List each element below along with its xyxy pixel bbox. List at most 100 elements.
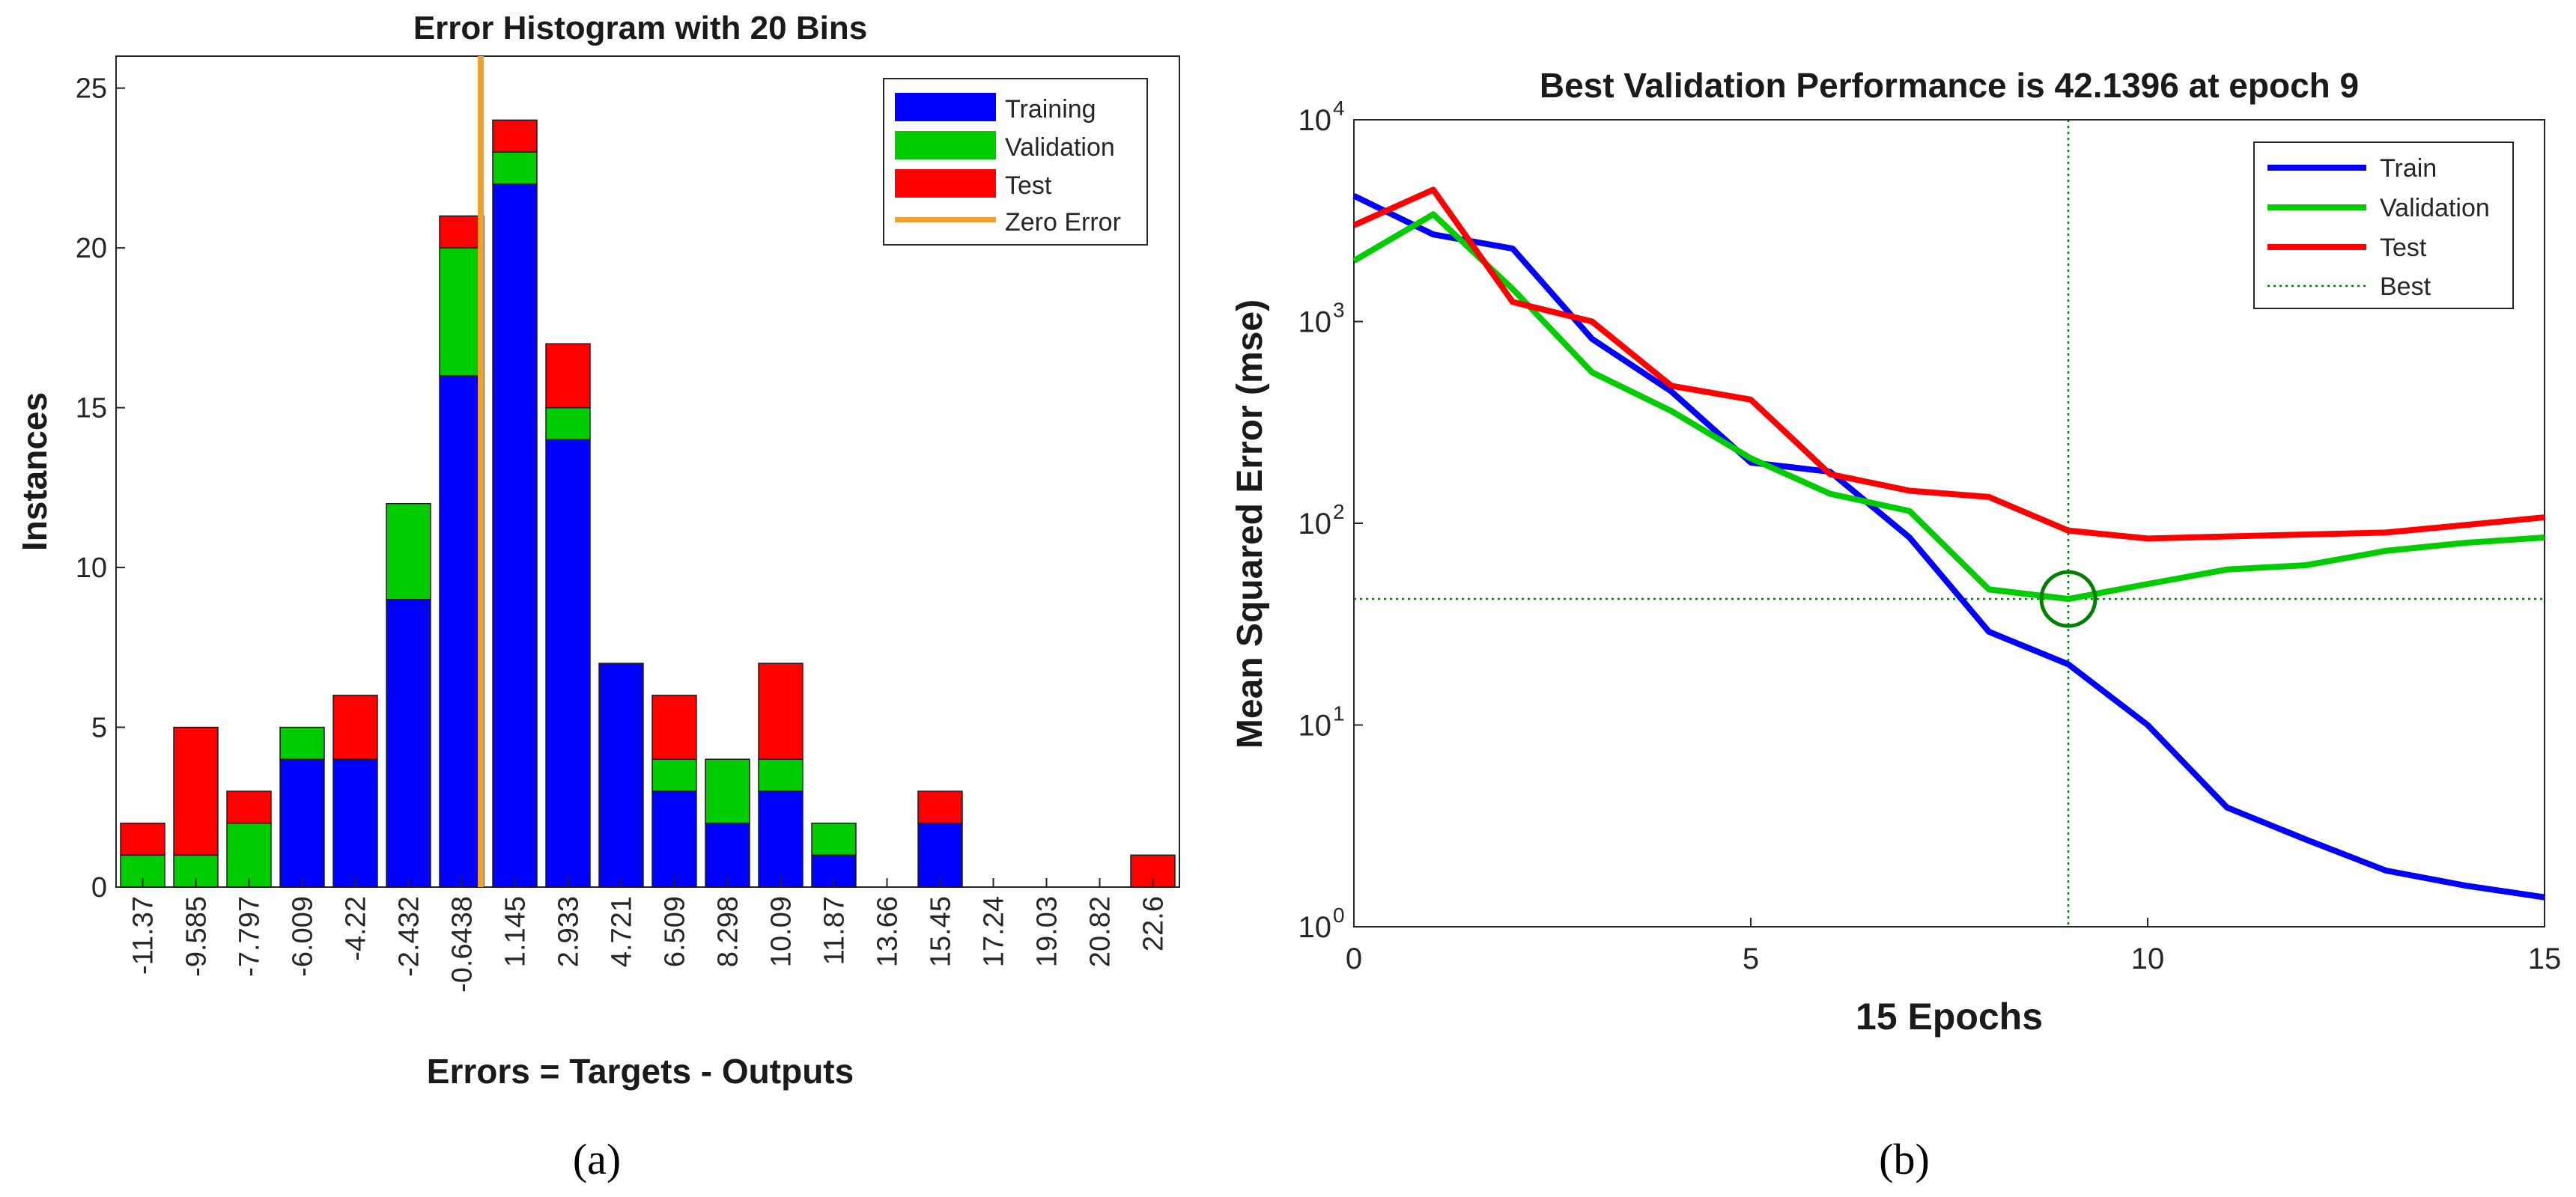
bar-validation xyxy=(651,758,697,792)
histogram-x-tick-label: 8.298 xyxy=(713,896,744,967)
legend-label-training: Training xyxy=(1005,95,1096,124)
bar-test xyxy=(439,215,484,249)
bar-test xyxy=(120,822,165,856)
bar-test xyxy=(545,343,591,409)
histogram-y-label: Instances xyxy=(15,392,54,551)
performance-x-tick-label: 0 xyxy=(1346,942,1362,975)
histogram-x-tick-label: -6.009 xyxy=(288,896,319,977)
zero-error-line xyxy=(478,56,484,887)
histogram-x-tick-label: -7.797 xyxy=(234,896,266,977)
legend-swatch-test xyxy=(895,169,996,198)
histogram-y-tick-label: 20 xyxy=(76,233,107,264)
bar-test xyxy=(651,695,697,760)
histogram-x-tick-label: 15.45 xyxy=(926,896,957,967)
line-train xyxy=(1352,192,2545,901)
histogram-x-tick-label: 10.09 xyxy=(766,896,798,967)
bar-training xyxy=(545,439,591,888)
bar-validation xyxy=(439,247,484,377)
performance-y-tick-exponent: 4 xyxy=(1333,97,1345,120)
caption-b: (b) xyxy=(1879,1135,1930,1184)
histogram-chart: 0 5 10 15 20 25 -11.37 -9.585 -7.797 -6.009 -4.22… xyxy=(15,10,1180,1184)
histogram-x-tick-label: 1.145 xyxy=(500,896,532,967)
bar-test xyxy=(173,726,219,856)
histogram-y-tick-label: 15 xyxy=(76,393,107,424)
histogram-y-tick-label: 25 xyxy=(76,73,107,105)
bar-validation xyxy=(705,758,750,824)
bar-training xyxy=(917,822,963,888)
performance-y-tick-label: 10 xyxy=(1298,104,1332,137)
histogram-x-tick-label: 17.24 xyxy=(979,896,1010,967)
histogram-x-tick-label: 19.03 xyxy=(1032,896,1063,967)
histogram-x-tick-label: -0.6438 xyxy=(447,896,479,993)
histogram-legend: Training Validation Test Zero Error xyxy=(883,78,1148,246)
bar-training xyxy=(598,663,644,888)
performance-x-tick-label: 5 xyxy=(1743,942,1759,975)
performance-x-ticks: 0 5 10 15 xyxy=(1346,918,2561,975)
histogram-y-tick-label: 0 xyxy=(91,872,107,904)
bar-test xyxy=(1130,854,1176,888)
histogram-y-tick-label: 5 xyxy=(91,713,107,744)
bar-test xyxy=(226,791,272,824)
performance-y-tick-label: 10 xyxy=(1298,710,1332,743)
bar-training xyxy=(492,183,538,888)
legend-label-validation: Validation xyxy=(1005,133,1115,162)
performance-y-tick-exponent: 1 xyxy=(1333,702,1345,725)
line-test xyxy=(1352,186,2545,542)
performance-y-tick-label: 10 xyxy=(1298,508,1332,540)
histogram-x-tick-label: 22.6 xyxy=(1138,896,1170,951)
legend-label-best: Best xyxy=(2380,272,2431,301)
line-validation xyxy=(1352,211,2545,603)
bar-training xyxy=(386,599,431,888)
performance-legend: Train Validation Test Best xyxy=(2253,141,2514,309)
bar-test xyxy=(332,695,378,760)
legend-label-test-b: Test xyxy=(2380,234,2427,262)
histogram-x-tick-label: 11.87 xyxy=(819,896,851,965)
histogram-y-ticks: 0 5 10 15 20 25 xyxy=(76,73,125,904)
performance-x-tick-label: 15 xyxy=(2528,942,2562,975)
best-point-marker xyxy=(2039,570,2097,628)
bar-training xyxy=(651,791,697,888)
histogram-x-tick-label: -9.585 xyxy=(181,896,213,977)
legend-label-test: Test xyxy=(1005,171,1052,200)
performance-x-tick-label: 10 xyxy=(2131,942,2165,975)
histogram-x-ticks: -11.37 -9.585 -7.797 -6.009 -4.22 -2.432 -0.64… xyxy=(128,878,1170,993)
histogram-x-tick-label: 13.66 xyxy=(872,896,904,967)
bar-validation xyxy=(492,151,538,185)
performance-y-tick-label: 10 xyxy=(1298,306,1332,339)
legend-swatch-validation xyxy=(895,131,996,159)
histogram-x-tick-label: 2.933 xyxy=(553,896,585,967)
histogram-x-tick-label: -4.22 xyxy=(341,896,372,961)
performance-y-label: Mean Squared Error (mse) xyxy=(1230,299,1270,749)
histogram-x-tick-label: -2.432 xyxy=(394,896,425,977)
performance-y-tick-label: 10 xyxy=(1298,911,1332,944)
legend-swatch-zero-error xyxy=(895,217,996,222)
legend-label-train: Train xyxy=(2380,154,2437,183)
histogram-x-tick-label: 20.82 xyxy=(1085,896,1117,967)
histogram-x-tick-label: -11.37 xyxy=(128,896,160,975)
bar-validation xyxy=(279,726,325,760)
bar-validation xyxy=(758,758,804,792)
bar-test xyxy=(758,663,804,760)
bar-training xyxy=(758,791,804,888)
legend-label-validation-b: Validation xyxy=(2380,194,2490,222)
histogram-x-tick-label: 6.509 xyxy=(660,896,691,967)
bar-training xyxy=(332,758,378,888)
legend-label-zero-error: Zero Error xyxy=(1005,208,1121,237)
caption-a: (a) xyxy=(573,1135,621,1184)
histogram-x-label: Errors = Targets - Outputs xyxy=(427,1052,854,1091)
performance-y-tick-exponent: 3 xyxy=(1333,299,1345,322)
performance-y-tick-exponent: 2 xyxy=(1333,500,1345,523)
performance-x-label: 15 Epochs xyxy=(1856,996,2043,1038)
performance-y-tick-exponent: 0 xyxy=(1333,904,1345,927)
bar-validation xyxy=(545,406,591,441)
bar-test xyxy=(917,791,963,824)
legend-swatch-training xyxy=(895,93,996,121)
histogram-bars xyxy=(120,119,1176,888)
bar-validation xyxy=(386,502,431,600)
performance-lines xyxy=(1352,186,2545,901)
bar-training xyxy=(439,375,484,888)
bar-validation xyxy=(811,822,857,856)
